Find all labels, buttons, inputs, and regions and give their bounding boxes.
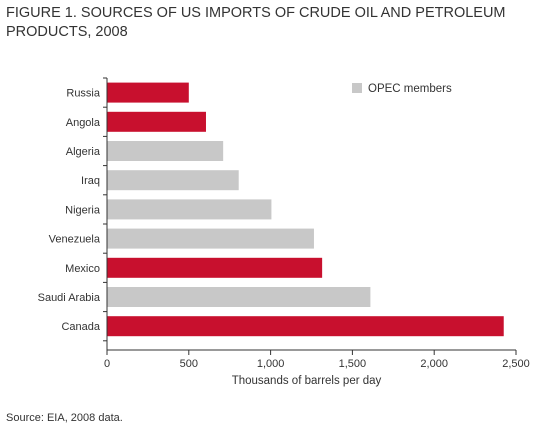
x-tick-label: 0	[104, 358, 110, 370]
bar-mexico	[107, 257, 323, 278]
x-tick-label: 500	[180, 358, 198, 370]
x-tick-label: 2,000	[420, 358, 448, 370]
category-label: Saudi Arabia	[38, 292, 101, 304]
legend-label-opec: OPEC members	[368, 83, 452, 95]
source-note: Source: EIA, 2008 data.	[6, 412, 123, 424]
chart-title: FIGURE 1. SOURCES OF US IMPORTS OF CRUDE…	[6, 5, 506, 40]
category-label: Algeria	[66, 146, 101, 158]
bar-nigeria	[107, 199, 272, 220]
legend-swatch-opec	[352, 83, 362, 93]
category-labels-group: Russia Angola Algeria Iraq Nigeria Venezuela M…	[38, 88, 101, 334]
category-label: Nigeria	[65, 204, 101, 216]
bar-russia	[107, 82, 189, 103]
bar-canada	[107, 316, 504, 337]
bar-algeria	[107, 141, 224, 161]
category-label: Mexico	[65, 263, 100, 275]
legend: OPEC members	[352, 83, 452, 95]
category-label: Iraq	[81, 175, 100, 187]
x-tick-label: 2,500	[502, 358, 530, 370]
x-axis-title: Thousands of barrels per day	[232, 375, 382, 387]
category-label: Venezuela	[49, 234, 101, 246]
x-tick-label: 1,500	[339, 358, 367, 370]
x-tick-label: 1,000	[257, 358, 285, 370]
bar-saudi-arabia	[107, 287, 371, 307]
category-label: Russia	[66, 88, 101, 100]
y-axis	[103, 77, 108, 350]
bar-angola	[107, 111, 206, 132]
category-label: Canada	[61, 321, 100, 333]
bar-venezuela	[107, 228, 314, 249]
bar-iraq	[107, 170, 239, 191]
x-axis: 0 500 1,000 1,500 2,000 2,500	[104, 349, 530, 370]
category-label: Angola	[66, 117, 101, 129]
bars-group	[107, 82, 504, 337]
